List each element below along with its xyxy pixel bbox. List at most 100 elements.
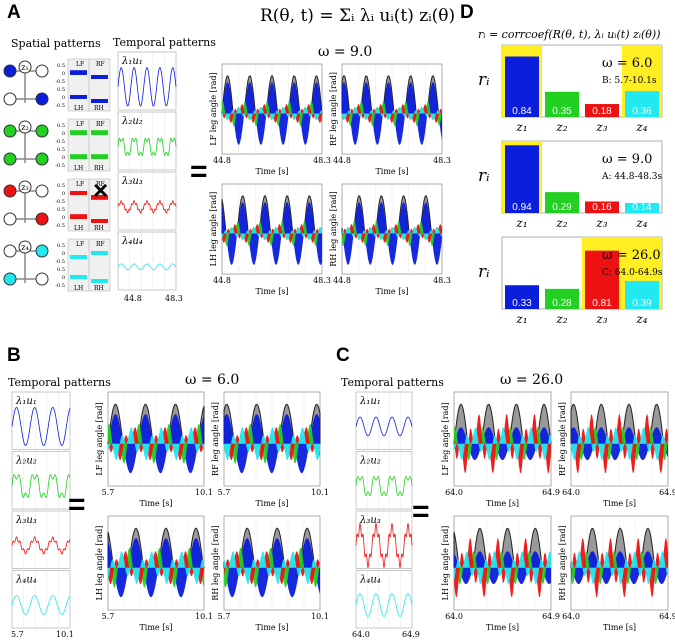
component-3 (454, 537, 551, 598)
z-node (18, 60, 32, 74)
grid-label-lh: LH (74, 165, 83, 172)
spatial-bar-rh (91, 279, 108, 283)
time-start: 64.0 (562, 612, 580, 621)
time-end: 64.9 (542, 612, 560, 621)
bar-tick: -0.5 (55, 139, 65, 145)
leg-axis-label: LH leg angle [rad] (441, 526, 450, 601)
spatial-patterns-title: Spatial patterns (11, 37, 101, 50)
leg-plot-rf: RF leg angle [rad] 64.0 64.9 Time [s] (558, 391, 675, 508)
component-4 (571, 551, 668, 585)
bar-value-z2: 0.35 (552, 106, 572, 117)
leg-axis-label: RF leg angle [rad] (329, 72, 338, 146)
panel-label-a: A (7, 2, 21, 23)
spatial-bar-lh (70, 275, 87, 279)
temporal-curve-4 (117, 263, 177, 271)
component-3 (108, 551, 204, 585)
bar-category-z1: z₁ (515, 312, 527, 326)
leg-circle-rf (35, 124, 49, 138)
bar-value-z1: 0.94 (512, 202, 532, 213)
temporal-pattern-3: λ₃u₃ (355, 510, 413, 569)
temporal-label-4: λ₄u₄ (359, 575, 381, 586)
temporal-patterns-a: λ₁u₁ λ₂u₂ λ₃u₃ λ₄u₄ (117, 51, 177, 291)
leg-circle-lh (3, 212, 17, 226)
z-node (18, 180, 32, 194)
bar-tick: 0.5 (57, 63, 65, 69)
leg-circle-rf (35, 244, 49, 258)
temporal-pattern-4: λ₄u₄ (355, 570, 413, 629)
leg-plot-lf: LF leg angle [rad] 5.7 10.1 Time [s] (95, 391, 213, 508)
time-end: 48.3 (433, 276, 451, 285)
leg-axis-label: RF leg angle [rad] (558, 402, 567, 476)
grid-label-rf: RF (96, 241, 105, 248)
bar-tick: 0 (62, 191, 65, 197)
component-4 (571, 427, 668, 461)
spatial-bar-lh (70, 214, 87, 219)
bar-tick: -0.5 (55, 283, 65, 289)
bar-tick: -0.5 (55, 259, 65, 265)
time-axis-label: Time [s] (255, 623, 288, 632)
spatial-pattern-4: z₄ LF RF LH RH 0.5 0.5 0 0 -0.5 -0.5 (3, 238, 111, 292)
temporal-curve-3 (355, 523, 413, 568)
temporal-pattern-2: λ₂u₂ (11, 451, 71, 510)
bar-tick: 0 (62, 275, 65, 281)
time-axis-label: Time [s] (375, 167, 408, 176)
temporal-label-2: λ₂u₂ (121, 116, 143, 127)
temporal-box (117, 51, 177, 111)
bar-tick: 0 (62, 251, 65, 257)
leg-circle-lf (3, 64, 17, 78)
leg-plot-lf: LF leg angle [rad] 64.0 64.9 Time [s] (441, 391, 560, 508)
bar-tick: 0.5 (57, 87, 65, 93)
leg-plot-rf: RF leg angle [rad] 5.7 10.1 Time [s] (211, 391, 329, 508)
bar-category-z4: z₄ (635, 120, 647, 134)
temporal-patterns-title-a: Temporal patterns (113, 36, 216, 49)
temporal-box (355, 391, 413, 450)
temporal-box (11, 451, 71, 510)
t-start-b: 5.7 (11, 630, 24, 639)
corrcoef-formula: rᵢ = corrcoef(R(θ, t), λᵢ uᵢ(t) zᵢ(θ)) (478, 28, 661, 41)
leg-circle-rh (35, 152, 49, 166)
temporal-pattern-4: λ₄u₄ (11, 570, 71, 629)
time-end: 10.1 (195, 488, 213, 497)
grid-label-rf: RF (96, 181, 105, 188)
bar-z1 (505, 56, 539, 117)
grid-label-lf: LF (76, 61, 84, 68)
leg-axis-label: LH leg angle [rad] (209, 192, 218, 267)
temporal-label-3: λ₃u₃ (359, 515, 381, 526)
time-end: 10.1 (311, 488, 329, 497)
bar-z4 (625, 91, 659, 117)
leg-plot-rh: RH leg angle [rad] 64.0 64.9 Time [s] (558, 515, 675, 632)
bar-category-z3: z₃ (595, 120, 607, 134)
leg-plot-lh: LH leg angle [rad] 64.0 64.9 Time [s] (441, 515, 560, 632)
component-4 (108, 551, 204, 585)
time-end: 48.3 (313, 156, 331, 165)
component-1 (454, 427, 551, 461)
leg-axis-label: LF leg angle [rad] (95, 402, 104, 475)
leg-circle-rf (35, 64, 49, 78)
temporal-label-4: λ₄u₄ (15, 575, 37, 586)
leg-circle-rf (35, 184, 49, 198)
bar-tick: -0.5 (55, 199, 65, 205)
bar-category-z2: z₂ (555, 120, 567, 134)
temporal-curve-4 (355, 593, 413, 617)
temporal-curve-3 (117, 199, 177, 214)
time-start: 44.8 (333, 276, 351, 285)
component-4 (224, 551, 320, 585)
bar-value-z2: 0.28 (552, 298, 572, 309)
component-3 (224, 551, 320, 585)
chart-window: B: 5.7-10.1s (602, 76, 657, 86)
spatial-bar-lh (70, 154, 87, 159)
grid-label-lf: LF (76, 121, 84, 128)
component-1 (108, 414, 204, 474)
bar-tick: 0.5 (57, 183, 65, 189)
leg-plot-lf: LF leg angle [rad] 44.8 48.3 Time [s] (209, 63, 331, 176)
temporal-box (355, 451, 413, 510)
chart-omega: ω = 6.0 (602, 56, 652, 71)
ri-label: rᵢ (478, 70, 490, 90)
leg-axis-label: RH leg angle [rad] (329, 191, 338, 266)
chart-window: A: 44.8-48.3s (601, 172, 663, 182)
spatial-pattern-3: z₃ LF RF LH RH 0.5 0.5 0 0 -0.5 -0.5 (3, 178, 111, 232)
omega-c: ω = 26.0 (500, 372, 564, 388)
bar-value-z4: 0.36 (632, 106, 652, 117)
bar-value-z1: 0.84 (512, 106, 532, 117)
leg-plot-rh: RH leg angle [rad] 5.7 10.1 Time [s] (211, 515, 329, 632)
